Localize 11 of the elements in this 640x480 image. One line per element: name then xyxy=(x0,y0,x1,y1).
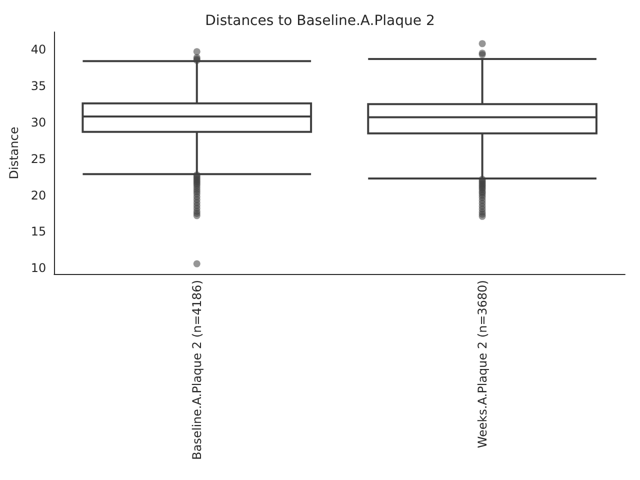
y-tick-label: 15 xyxy=(30,224,46,239)
y-tick-label: 10 xyxy=(30,261,46,276)
x-tick-label: Weeks.A.Plaque 2 (n=3680) xyxy=(475,280,490,448)
y-tick-label: 20 xyxy=(30,188,46,202)
y-tick-label: 25 xyxy=(30,152,46,166)
y-tick-label: 30 xyxy=(30,115,46,130)
chart-title: Distances to Baseline.A.Plaque 2 xyxy=(205,13,435,29)
y-axis-title: Distance xyxy=(7,126,21,180)
x-tick-label: Baseline.A.Plaque 2 (n=4186) xyxy=(190,280,204,460)
y-tick-label: 40 xyxy=(30,42,46,56)
y-tick-label: 35 xyxy=(30,78,46,93)
